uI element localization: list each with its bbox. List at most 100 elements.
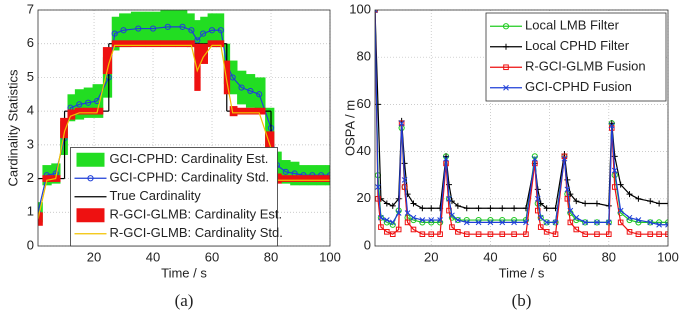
band-segment: [223, 60, 231, 95]
marker: [511, 205, 518, 212]
marker: [437, 231, 443, 237]
x-tick-label: 60: [205, 249, 219, 264]
marker: [552, 219, 559, 226]
marker: [564, 186, 571, 193]
marker: [454, 202, 461, 209]
marker: [487, 205, 494, 212]
marker: [404, 210, 411, 216]
marker: [608, 122, 615, 129]
marker: [665, 231, 668, 237]
caption: (a): [175, 291, 194, 310]
y-tick-label: 0: [27, 237, 34, 252]
marker: [534, 195, 541, 202]
marker: [428, 217, 435, 223]
marker: [593, 200, 600, 207]
legend-swatch: [76, 208, 105, 223]
legend-box: [485, 12, 667, 102]
marker: [76, 101, 83, 108]
band-segment: [265, 107, 275, 149]
y-tick-label: 3: [27, 136, 34, 151]
marker: [564, 196, 571, 202]
x-tick-label: 40: [483, 249, 497, 264]
x-tick-label: 80: [264, 249, 278, 264]
y-tick-label: 100: [349, 1, 371, 16]
marker: [502, 23, 510, 30]
marker: [499, 205, 506, 212]
marker: [463, 205, 470, 212]
marker: [611, 167, 618, 174]
band-segment: [160, 40, 176, 48]
marker: [410, 226, 417, 233]
marker: [543, 229, 550, 235]
band-segment: [194, 43, 201, 91]
marker: [531, 155, 538, 162]
marker: [656, 221, 662, 228]
marker: [378, 214, 384, 221]
band-segment: [316, 175, 326, 182]
band-segment: [74, 107, 85, 115]
marker: [238, 84, 245, 91]
marker: [404, 219, 411, 226]
marker: [149, 25, 157, 32]
marker: [617, 181, 624, 188]
band-segment: [299, 175, 309, 182]
marker: [208, 27, 216, 34]
marker: [656, 200, 663, 207]
marker: [564, 176, 571, 183]
marker: [398, 120, 405, 127]
marker: [419, 231, 426, 237]
band-segment: [245, 107, 256, 115]
band-segment: [237, 107, 247, 115]
marker: [499, 219, 506, 226]
band-segment: [229, 60, 238, 95]
band-segment: [60, 117, 68, 139]
band-segment: [92, 84, 104, 118]
marker: [523, 231, 529, 237]
y-tick-label: 20: [357, 190, 371, 205]
marker: [617, 219, 624, 226]
marker: [401, 177, 408, 183]
marker: [606, 231, 612, 237]
y-tick-label: 1: [27, 204, 34, 219]
marker: [395, 210, 402, 216]
marker: [449, 212, 455, 219]
band-segment: [254, 77, 266, 112]
marker: [626, 191, 633, 198]
marker: [375, 196, 381, 202]
y-tick-label: 80: [357, 49, 371, 64]
band-segment: [207, 40, 217, 48]
y-tick-label: 5: [27, 69, 34, 84]
marker: [567, 219, 574, 226]
chart: 0 1 2 3 4 5 6 7 20 40 60 80 100 Time / s Cardinality S…: [5, 1, 340, 309]
band-segment: [200, 43, 208, 64]
marker: [511, 219, 517, 226]
marker: [656, 231, 662, 237]
x-tick-label: 20: [424, 249, 438, 264]
x-axis-label: Time / s: [499, 265, 545, 280]
x-tick-label: 80: [602, 249, 616, 264]
marker: [523, 219, 529, 226]
legend-label: GCI-CPHD: Cardinality Est.: [110, 151, 269, 166]
marker: [511, 231, 517, 237]
marker: [383, 217, 390, 223]
marker: [419, 205, 426, 212]
marker: [389, 202, 396, 209]
x-tick-label: 60: [542, 249, 556, 264]
marker: [256, 91, 263, 98]
caption: (b): [512, 291, 532, 310]
legend-label: Local CPHD Filter: [525, 38, 630, 53]
marker: [573, 226, 580, 233]
legend-label: Local LMB Filter: [525, 18, 620, 33]
marker: [410, 200, 417, 207]
legend-label: R-GCI-GLMB: Cardinality Std.: [110, 225, 283, 240]
marker: [383, 200, 390, 207]
marker: [626, 229, 633, 235]
marker: [120, 27, 127, 34]
legend-label: GCI-CPHD Fusion: [525, 79, 632, 94]
x-tick-label: 40: [146, 249, 160, 264]
marker: [647, 198, 654, 205]
marker: [475, 205, 482, 212]
band-segment: [130, 40, 147, 48]
marker: [499, 231, 506, 237]
y-tick-label: 6: [27, 35, 34, 50]
